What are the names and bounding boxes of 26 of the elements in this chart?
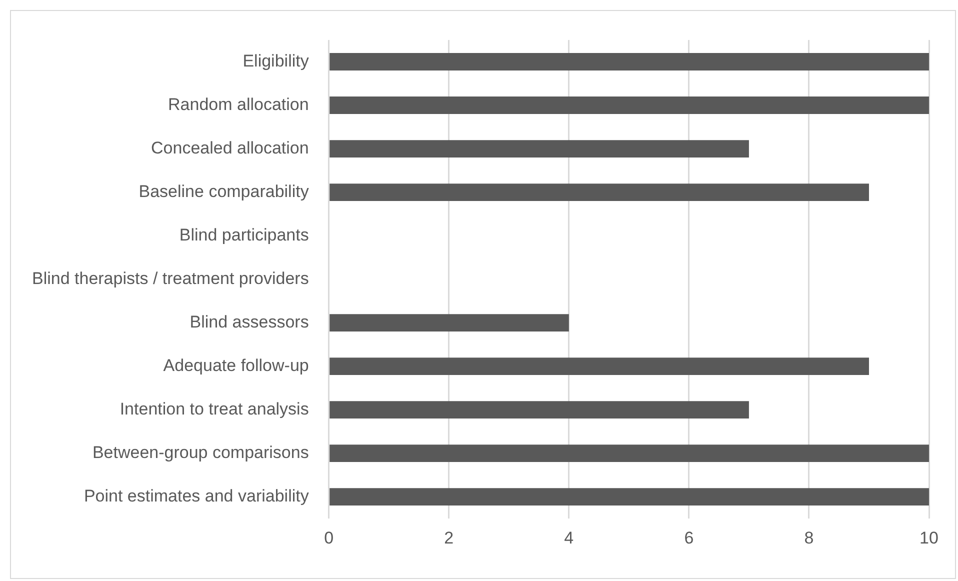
x-tick-label: 0: [324, 528, 334, 548]
y-tick-label: Blind assessors: [190, 312, 309, 332]
x-tick-label: 8: [804, 528, 814, 548]
y-tick-label: Baseline comparability: [138, 182, 310, 201]
y-tick-label: Eligibility: [242, 51, 310, 70]
y-tick-label: Point estimates and variability: [84, 486, 310, 506]
bar: [330, 401, 749, 419]
y-tick-label: Blind therapists / treatment providers: [32, 268, 309, 288]
y-tick-label: Random allocation: [168, 94, 309, 114]
y-tick-label: Adequate follow-up: [163, 356, 309, 376]
bar: [330, 53, 929, 70]
y-tick-label: Blind participants: [179, 225, 309, 244]
x-tick-label: 10: [920, 528, 938, 548]
y-tick-label: Between-group comparisons: [92, 443, 309, 462]
bar: [330, 444, 929, 462]
bar: [330, 358, 869, 376]
bar: [330, 96, 929, 114]
x-tick-label: 4: [564, 528, 574, 548]
x-tick-label: 6: [684, 528, 694, 548]
bar: [330, 314, 569, 332]
bar: [330, 140, 749, 158]
bar: [330, 184, 869, 201]
y-tick-label: Intention to treat analysis: [120, 400, 309, 419]
x-tick-label: 2: [444, 528, 454, 548]
y-tick-label: Concealed allocation: [151, 138, 309, 158]
bar: [330, 488, 929, 506]
